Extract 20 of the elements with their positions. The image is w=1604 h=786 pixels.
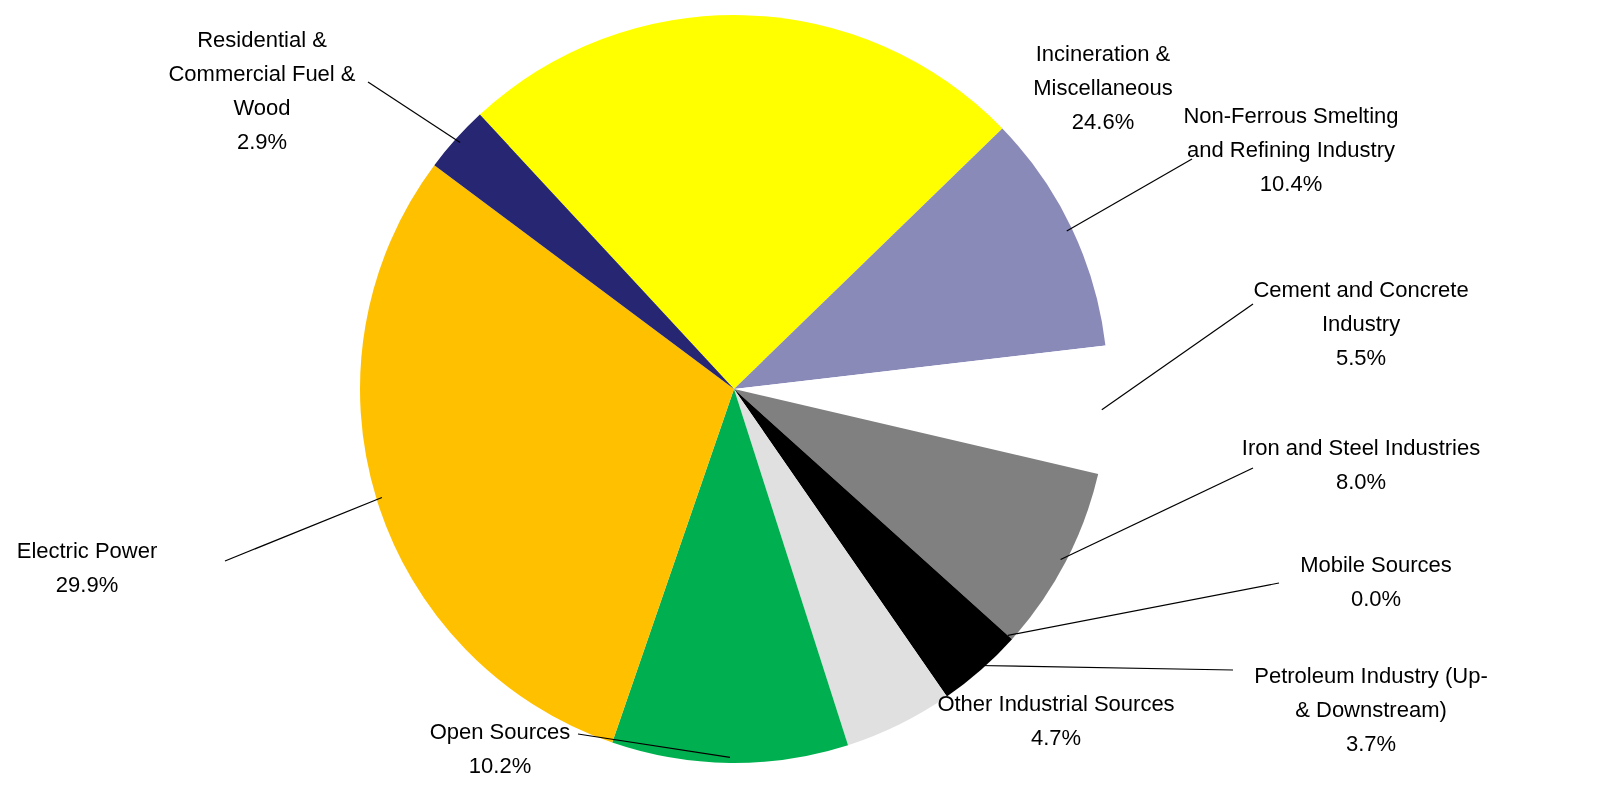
text: 0.0%	[1350, 586, 1402, 612]
slice-label: Open Sources	[429, 719, 571, 745]
data-label: 10.2%	[468, 753, 532, 779]
slice-label: Residential & Commercial Fuel & Wood	[168, 27, 356, 121]
slice-label: Other Industrial Sources	[937, 691, 1175, 717]
slice-label: Non-Ferrous Smelting and Refining Industry	[1183, 103, 1399, 163]
data-label: 24.6%	[1071, 109, 1135, 135]
data-label: 10.4%	[1259, 171, 1323, 197]
slice-label: Cement and Concrete Industry	[1253, 277, 1469, 337]
slice-label: Iron and Steel Industries	[1241, 435, 1481, 461]
data-label: 29.9%	[55, 572, 119, 598]
data-label: 2.9%	[236, 129, 288, 155]
data-label: 8.0%	[1335, 469, 1387, 495]
slice-label: Electric Power	[16, 538, 158, 564]
category-label: Mobile Sources	[1300, 552, 1452, 578]
slice-label: Petroleum Industry (Up- & Downstream)	[1254, 663, 1488, 723]
data-label: 5.5%	[1335, 345, 1387, 371]
slice-label: Incineration & Miscellaneous	[1033, 41, 1173, 101]
data-label: 4.7%	[1030, 725, 1082, 751]
data-label: 3.7%	[1345, 731, 1397, 757]
